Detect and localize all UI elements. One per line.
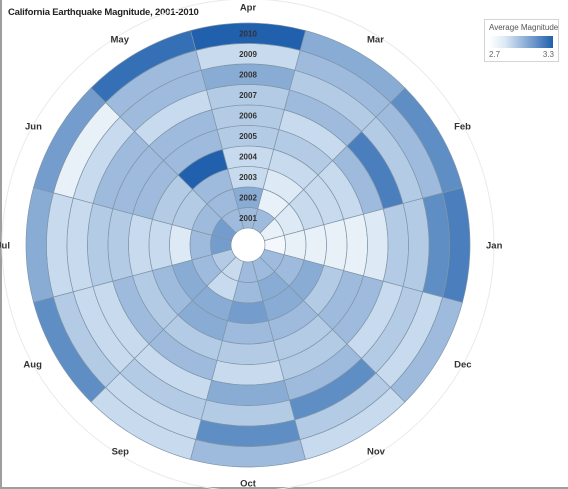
cell-oct-2005 xyxy=(216,340,280,365)
month-label-mar: Mar xyxy=(367,34,384,45)
cell-jan-2004 xyxy=(323,218,348,272)
cell-jul-2010 xyxy=(25,187,54,303)
left-edge xyxy=(0,0,2,489)
legend-max: 3.3 xyxy=(542,50,554,59)
cell-may-2010 xyxy=(90,30,197,104)
legend-gradient xyxy=(489,36,553,48)
cell-apr-2010 xyxy=(190,22,306,51)
month-label-feb: Feb xyxy=(454,122,471,133)
cell-jan-2003 xyxy=(303,224,327,266)
cell-feb-2010 xyxy=(389,87,463,194)
month-label-dec: Dec xyxy=(454,360,471,371)
chart-title: California Earthquake Magnitude, 2001-20… xyxy=(8,7,199,18)
month-label-jul: Jul xyxy=(0,241,10,252)
year-label-2007: 2007 xyxy=(239,91,257,100)
outer-ring xyxy=(1,0,495,489)
cell-jul-2004 xyxy=(148,218,173,272)
month-label-jan: Jan xyxy=(486,241,503,252)
cell-nov-2010 xyxy=(299,386,406,460)
year-label-2004: 2004 xyxy=(239,152,257,161)
legend-min: 2.7 xyxy=(489,50,501,59)
cell-oct-2003 xyxy=(227,300,269,324)
year-label-2003: 2003 xyxy=(239,173,257,182)
cell-oct-2010 xyxy=(190,439,306,468)
month-label-oct: Oct xyxy=(240,479,257,489)
cell-jul-2003 xyxy=(169,224,193,266)
month-label-may: May xyxy=(111,34,130,45)
year-label-2010: 2010 xyxy=(239,29,257,38)
month-label-aug: Aug xyxy=(23,360,42,371)
cell-dec-2010 xyxy=(389,296,463,403)
cell-mar-2010 xyxy=(299,30,406,104)
year-label-2005: 2005 xyxy=(239,132,257,141)
month-label-apr: Apr xyxy=(240,3,257,14)
year-label-2009: 2009 xyxy=(239,50,257,59)
month-label-sep: Sep xyxy=(112,447,130,458)
legend-title: Average Magnitude xyxy=(489,23,559,32)
year-label-2002: 2002 xyxy=(239,193,257,202)
cell-sep-2010 xyxy=(90,386,197,460)
cell-jun-2010 xyxy=(33,87,107,194)
month-label-jun: Jun xyxy=(25,122,42,133)
cell-jul-2005 xyxy=(128,213,153,277)
month-label-nov: Nov xyxy=(367,447,386,458)
year-label-2001: 2001 xyxy=(239,214,257,223)
cell-aug-2010 xyxy=(33,296,107,403)
color-legend: Average Magnitude 2.7 3.3 xyxy=(484,19,559,62)
year-label-2006: 2006 xyxy=(239,111,257,120)
cell-jan-2005 xyxy=(343,213,368,277)
year-label-2008: 2008 xyxy=(239,70,257,79)
cell-oct-2004 xyxy=(221,320,275,345)
